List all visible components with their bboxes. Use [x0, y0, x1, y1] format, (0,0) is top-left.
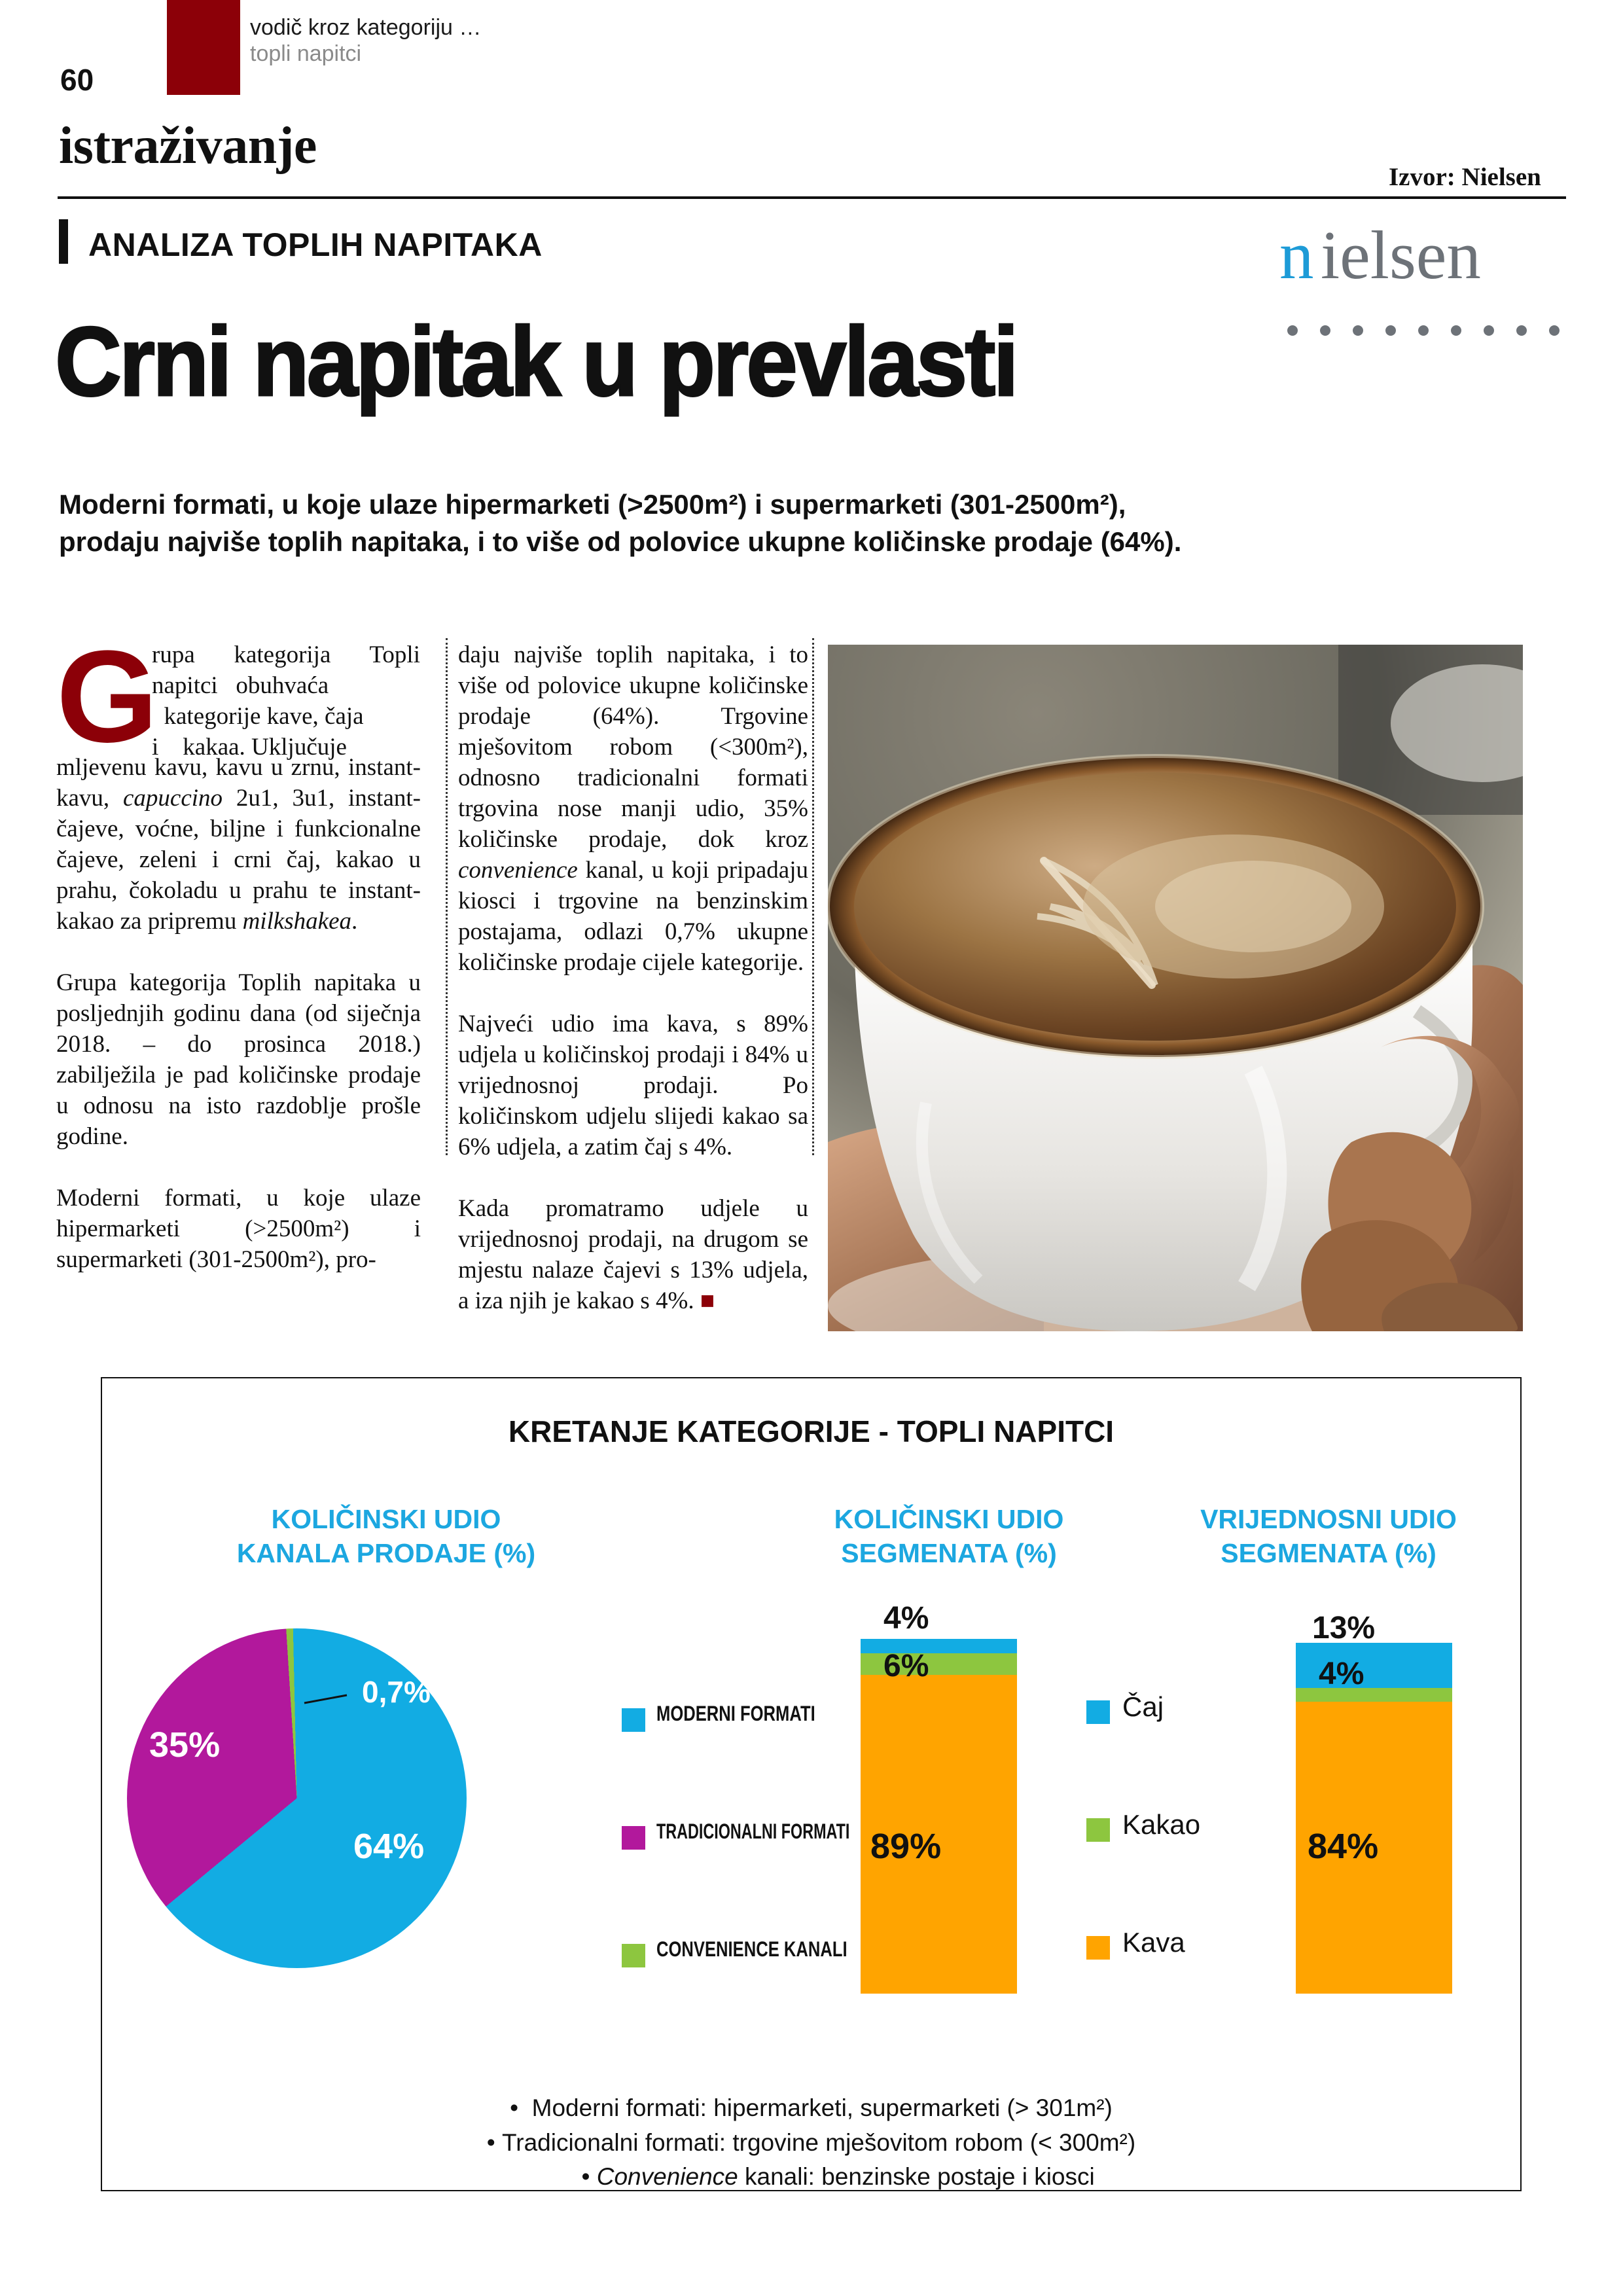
svg-text:ielsen: ielsen: [1321, 217, 1481, 293]
svg-text:n: n: [1279, 217, 1314, 293]
